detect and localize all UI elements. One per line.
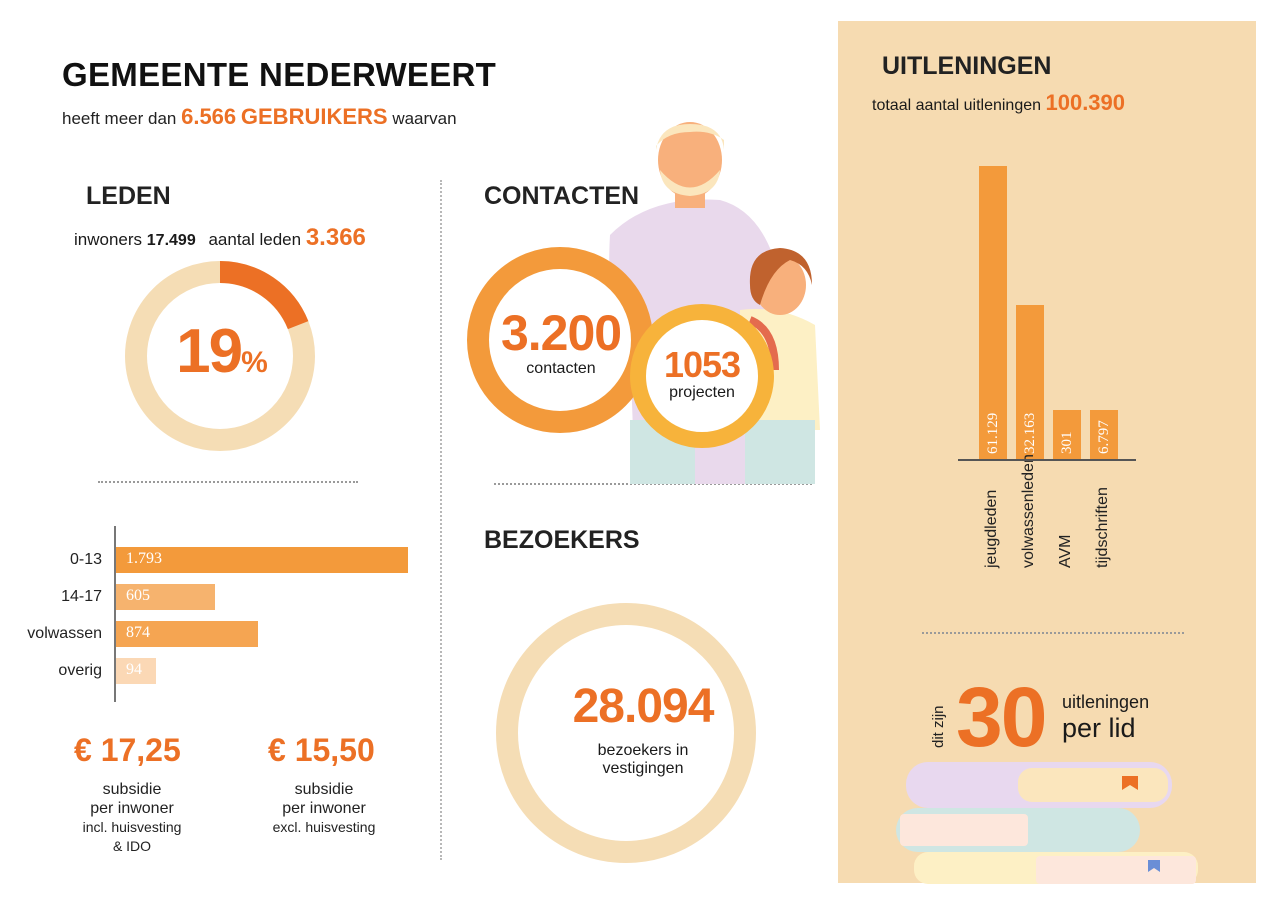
- total-value: 100.390: [1045, 90, 1126, 115]
- child-legs: [745, 420, 815, 484]
- child-bag-strap: [748, 316, 779, 371]
- per-lid-word2: per lid: [1062, 713, 1136, 743]
- percent-number: 19: [176, 317, 243, 386]
- page-subtitle: heeft meer dan 6.566 GEBRUIKERS waarvan: [62, 104, 457, 130]
- age-bar-label: overig: [58, 662, 102, 679]
- leden-stats: inwoners 17.499 aantal leden 3.366: [74, 224, 366, 252]
- donut-percent: 19%: [166, 316, 278, 387]
- per-lid-words: uitleningen per lid: [1062, 692, 1149, 743]
- subsidy-incl-amount: € 17,25: [74, 732, 181, 768]
- age-bars-axis: [114, 526, 116, 702]
- contacts-circles: [467, 247, 774, 448]
- members-donut: [125, 261, 315, 451]
- loans-bar-value: 301: [1059, 431, 1075, 455]
- visitors-label-2: vestigingen: [602, 760, 684, 777]
- contacts-value: 3.200: [500, 305, 622, 361]
- loans-bar-value: 6.797: [1096, 420, 1112, 454]
- subsidy-excl-line3: excl. huisvesting: [272, 819, 376, 835]
- section-divider-uitleningen: [922, 632, 1184, 634]
- column-divider: [440, 180, 442, 860]
- per-lid-prefix: dit zijn: [930, 705, 947, 748]
- age-bar-label: 0-13: [69, 551, 102, 568]
- percent-sign: %: [241, 346, 268, 379]
- projects-ring: [630, 304, 774, 448]
- age-bar-label: volwassen: [27, 625, 102, 642]
- contacts-center: 3.200 contacten: [488, 306, 634, 378]
- visitors-ring-svg: [496, 603, 756, 863]
- visitors-value: 28.094: [572, 680, 715, 733]
- projects-value: 1053: [663, 344, 741, 385]
- contacts-label: contacten: [526, 360, 596, 377]
- loans-category-label: volwassenleden: [1020, 454, 1037, 568]
- age-bar: 94: [116, 658, 156, 684]
- visitors-center: 28.094 bezoekers in vestigingen: [540, 680, 746, 778]
- age-bar: 874: [116, 621, 259, 647]
- age-bar: 605: [116, 584, 215, 610]
- age-bar: 1.793: [116, 547, 408, 573]
- per-lid-word1: uitleningen: [1062, 692, 1150, 712]
- donut-arc: [125, 261, 315, 451]
- members-label: aantal leden: [208, 230, 302, 249]
- users-count: 6.566: [181, 104, 237, 129]
- loans-bar: [979, 166, 1007, 460]
- bezoekers-title: BEZOEKERS: [484, 526, 640, 554]
- section-divider-contacten: [494, 483, 812, 485]
- uitleningen-title: UITLENINGEN: [882, 52, 1052, 80]
- subtitle-prefix: heeft meer dan: [62, 109, 177, 128]
- inhabitants-label: inwoners: [74, 230, 143, 249]
- loans-chart-axis: [958, 459, 1136, 461]
- members-value: 3.366: [305, 224, 366, 251]
- loans-bar: [1016, 305, 1044, 460]
- subsidy-excl-amount: € 15,50: [268, 732, 375, 768]
- subsidy-excl-caption: subsidie per inwoner excl. huisvesting: [244, 780, 404, 837]
- book-bottom-bookmark: [1148, 860, 1160, 872]
- book-top-bookmark: [1122, 776, 1138, 790]
- uitleningen-total: totaal aantal uitleningen 100.390: [872, 90, 1125, 116]
- loans-bar: [1053, 410, 1081, 460]
- age-bar-value: 94: [126, 661, 142, 678]
- age-bar-value: 605: [126, 587, 150, 604]
- book-bottom-pages: [1036, 856, 1196, 884]
- visitors-label-1: bezoekers in: [597, 742, 689, 759]
- contacten-title: CONTACTEN: [484, 182, 640, 210]
- loans-bar-value: 61.129: [985, 412, 1001, 454]
- subtitle-suffix: waarvan: [392, 109, 457, 128]
- subsidy-incl-caption: subsidie per inwoner incl. huisvesting &…: [52, 780, 212, 856]
- subsidy-excl-line1: subsidie: [294, 781, 354, 798]
- page-title: GEMEENTE NEDERWEERT: [62, 56, 497, 93]
- subsidy-incl-line1: subsidie: [102, 781, 162, 798]
- section-divider-leden: [98, 481, 358, 483]
- loans-category-label: AVM: [1057, 534, 1074, 568]
- total-label: totaal aantal uitleningen: [872, 97, 1042, 114]
- visitors-ring: [496, 603, 756, 863]
- books-illustration: [896, 762, 1198, 884]
- man-beard: [660, 170, 720, 196]
- book-middle-pages: [900, 814, 1028, 846]
- age-bar-value: 874: [126, 624, 150, 641]
- subsidy-incl-line2: per inwoner: [90, 800, 174, 817]
- inhabitants-value: 17.499: [146, 232, 196, 249]
- book-top-pages: [1018, 768, 1168, 802]
- subsidy-incl-line3: incl. huisvesting: [82, 819, 182, 835]
- loans-category-label: tijdschriften: [1094, 487, 1111, 568]
- loans-bar: [1090, 410, 1118, 460]
- age-bar-label: 14-17: [61, 588, 102, 605]
- child-hair: [749, 248, 812, 305]
- loans-bar-value: 32.163: [1022, 412, 1038, 454]
- users-word: GEBRUIKERS: [240, 104, 388, 129]
- uitleningen-panel: [838, 21, 1256, 883]
- subsidy-incl-line4: & IDO: [112, 838, 152, 854]
- leden-title: LEDEN: [86, 182, 171, 210]
- man-face: [658, 122, 722, 198]
- loans-category-label: jeugdleden: [983, 489, 1000, 568]
- projects-label: projecten: [669, 384, 735, 401]
- subsidy-excl-line2: per inwoner: [282, 800, 366, 817]
- projects-center: 1053 projecten: [654, 346, 750, 402]
- man-hair: [656, 124, 724, 150]
- per-lid-value: 30: [956, 670, 1047, 764]
- age-bar-value: 1.793: [126, 550, 162, 567]
